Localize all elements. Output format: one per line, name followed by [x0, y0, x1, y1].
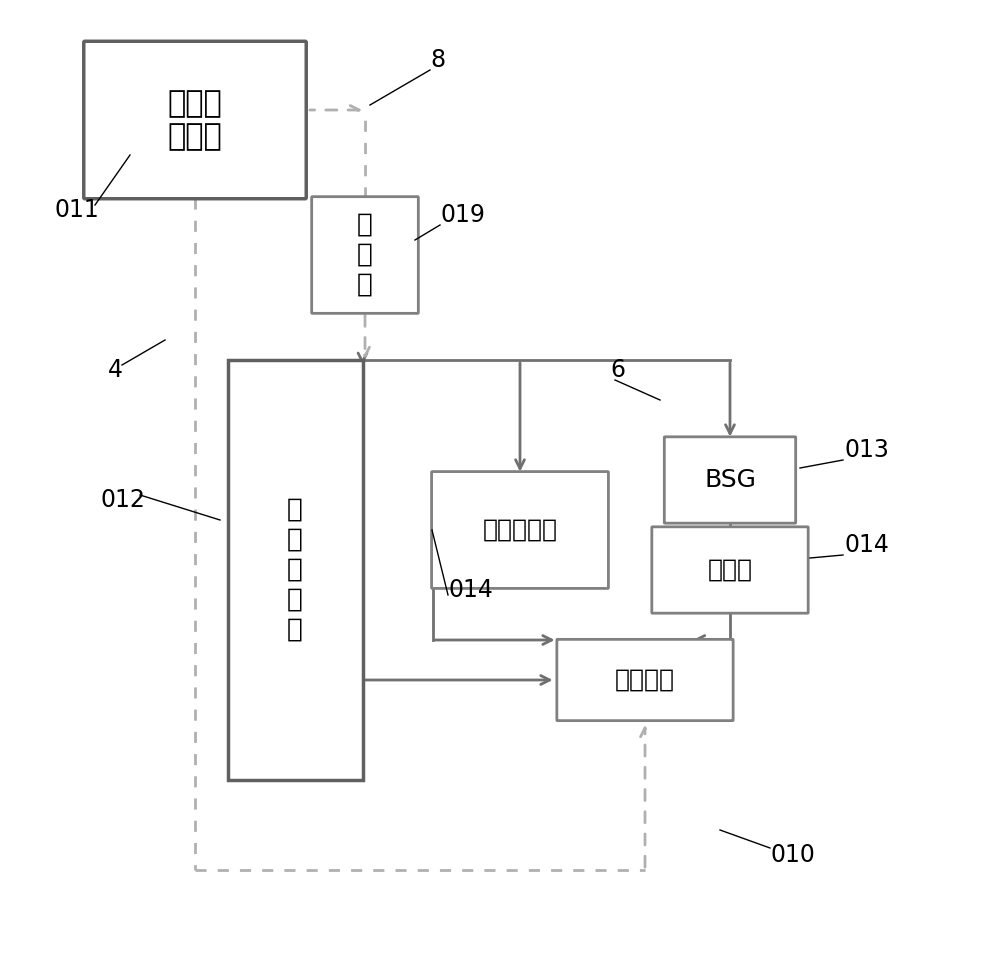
Text: BSG: BSG [704, 468, 756, 492]
Text: 4: 4 [108, 358, 123, 382]
Text: 节
流
阀: 节 流 阀 [357, 212, 373, 298]
FancyBboxPatch shape [312, 197, 418, 314]
Text: 中冷器: 中冷器 [708, 558, 753, 582]
FancyBboxPatch shape [557, 640, 733, 721]
Text: 019: 019 [440, 203, 485, 227]
Text: 8: 8 [430, 48, 445, 72]
Text: 6: 6 [610, 358, 625, 382]
FancyBboxPatch shape [84, 41, 306, 199]
Bar [228, 360, 362, 780]
Text: 第二膨
胀水箱: 第二膨 胀水箱 [168, 89, 222, 151]
Text: 电子水泵: 电子水泵 [615, 668, 675, 692]
FancyBboxPatch shape [432, 471, 608, 589]
Text: 012: 012 [100, 488, 145, 512]
Text: 涡轮增压器: 涡轮增压器 [482, 518, 558, 542]
Text: 014: 014 [448, 578, 493, 602]
FancyBboxPatch shape [652, 527, 808, 613]
Text: 014: 014 [845, 533, 890, 557]
Text: 010: 010 [770, 843, 815, 867]
Text: 低
温
散
热
器: 低 温 散 热 器 [287, 497, 303, 643]
Text: 011: 011 [55, 198, 100, 222]
FancyBboxPatch shape [664, 437, 796, 523]
Text: 013: 013 [845, 438, 890, 462]
